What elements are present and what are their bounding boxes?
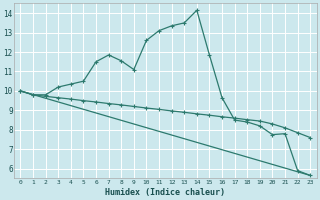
X-axis label: Humidex (Indice chaleur): Humidex (Indice chaleur) xyxy=(105,188,225,197)
